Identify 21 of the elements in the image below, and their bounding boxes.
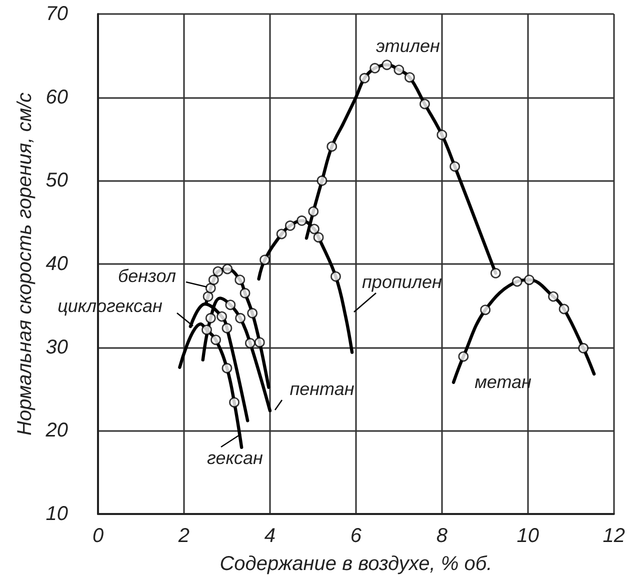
x-tick-label: 12	[602, 525, 625, 547]
y-tick-label: 50	[46, 170, 68, 192]
x-axis-title: Содержание в воздухе, % об.	[220, 553, 492, 575]
y-tick-label: 60	[46, 86, 68, 108]
y-tick-label: 20	[44, 420, 68, 442]
legend-label: бензол	[118, 266, 176, 286]
series-label: пропилен	[362, 272, 442, 292]
x-tick-label: 10	[516, 525, 540, 547]
series-label: гексан	[207, 448, 264, 468]
series-label: этилен	[376, 36, 440, 56]
y-tick-label: 30	[46, 336, 68, 358]
y-tick-label: 10	[46, 503, 68, 525]
x-tick-label: 0	[92, 525, 104, 547]
y-tick-label: 40	[46, 253, 68, 275]
series-label: пентан	[290, 379, 354, 399]
y-axis-title: Нормальная скорость горения, см/с	[14, 92, 36, 436]
x-tick-label: 6	[350, 525, 362, 547]
x-tick-label: 4	[264, 525, 276, 547]
y-tick-label: 70	[46, 3, 68, 25]
x-tick-label: 8	[436, 525, 448, 547]
x-tick-label: 2	[177, 525, 190, 547]
